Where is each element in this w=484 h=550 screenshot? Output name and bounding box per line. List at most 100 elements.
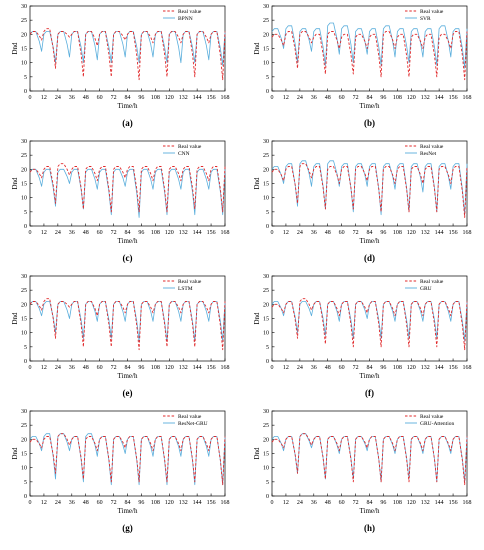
panel-label: (g) — [122, 523, 133, 533]
x-tick-label: 96 — [380, 230, 386, 236]
x-tick-label: 36 — [69, 230, 75, 236]
series-line-real-value — [29, 298, 226, 351]
x-tick-label: 24 — [55, 500, 61, 506]
x-tick-label: 132 — [179, 230, 188, 236]
x-tick-label: 132 — [179, 365, 188, 371]
x-tick-label: 72 — [111, 95, 117, 101]
x-tick-label: 96 — [138, 365, 144, 371]
x-tick-label: 48 — [325, 365, 331, 371]
legend-label: Real value — [420, 279, 444, 285]
y-tick-label: 30 — [21, 274, 27, 280]
x-tick-label: 132 — [179, 500, 188, 506]
chart-panel-c: 0 5 10 15 20 25 30 0 12 24 36 48 60 72 84 96 108 120 132 14… — [11, 139, 230, 263]
y-tick-label: 10 — [21, 466, 27, 472]
x-tick-label: 12 — [41, 500, 47, 506]
y-tick-label: 0 — [266, 359, 269, 365]
x-tick-label: 72 — [111, 500, 117, 506]
x-tick-label: 72 — [111, 230, 117, 236]
y-tick-label: 15 — [263, 47, 269, 53]
x-tick-label: 96 — [380, 95, 386, 101]
x-tick-label: 120 — [407, 230, 416, 236]
y-tick-label: 25 — [21, 153, 27, 159]
x-axis-label: Time/h — [360, 237, 380, 245]
x-tick-label: 156 — [449, 95, 458, 101]
x-tick-label: 156 — [207, 95, 216, 101]
x-tick-label: 0 — [271, 500, 274, 506]
x-tick-label: 84 — [367, 365, 373, 371]
legend-label: BPNN — [178, 16, 193, 22]
x-tick-label: 132 — [179, 95, 188, 101]
x-tick-label: 168 — [221, 95, 230, 101]
x-tick-label: 24 — [297, 500, 303, 506]
x-tick-label: 120 — [165, 500, 174, 506]
x-tick-label: 144 — [193, 365, 202, 371]
x-axis-label: Time/h — [118, 102, 138, 110]
legend-label: Real value — [178, 414, 202, 420]
x-tick-label: 36 — [69, 365, 75, 371]
plot-frame — [29, 275, 226, 362]
y-tick-label: 0 — [24, 494, 27, 500]
chart-panel-a: 0 5 10 15 20 25 30 0 12 24 36 48 60 72 84 96 108 120 132 14… — [11, 4, 230, 128]
y-tick-label: 0 — [266, 224, 269, 230]
legend-label: ResNet-GRU — [178, 421, 208, 427]
x-tick-label: 144 — [435, 500, 444, 506]
x-tick-label: 96 — [138, 95, 144, 101]
y-axis-label: Dnd — [253, 447, 261, 460]
y-axis-label: Dnd — [11, 177, 19, 190]
series-line-prediction — [271, 301, 468, 342]
x-tick-label: 72 — [111, 365, 117, 371]
x-tick-label: 0 — [271, 230, 274, 236]
x-tick-label: 108 — [151, 95, 160, 101]
y-tick-label: 0 — [24, 224, 27, 230]
chart-panel-f: 0 5 10 15 20 25 30 0 12 24 36 48 60 72 84 96 108 120 132 14… — [253, 274, 472, 398]
x-tick-label: 168 — [463, 500, 472, 506]
y-tick-label: 5 — [24, 345, 27, 351]
panel-label: (a) — [122, 118, 133, 128]
y-tick-label: 20 — [21, 437, 27, 443]
x-tick-label: 156 — [207, 230, 216, 236]
x-tick-label: 144 — [193, 230, 202, 236]
x-axis-label: Time/h — [118, 237, 138, 245]
x-tick-label: 24 — [55, 95, 61, 101]
x-tick-label: 132 — [421, 500, 430, 506]
legend-label: GRU — [420, 286, 432, 292]
y-tick-label: 20 — [263, 437, 269, 443]
x-tick-label: 12 — [283, 365, 289, 371]
x-tick-label: 120 — [165, 230, 174, 236]
y-tick-label: 30 — [21, 4, 27, 10]
x-tick-label: 144 — [435, 230, 444, 236]
legend-label: Real value — [178, 9, 202, 15]
x-axis-label: Time/h — [360, 372, 380, 380]
legend-label: Real value — [420, 414, 444, 420]
x-tick-label: 48 — [325, 500, 331, 506]
y-tick-label: 30 — [263, 4, 269, 10]
y-tick-label: 0 — [24, 89, 27, 95]
y-tick-label: 20 — [263, 32, 269, 38]
y-tick-label: 20 — [21, 302, 27, 308]
x-tick-label: 84 — [125, 500, 131, 506]
x-tick-label: 96 — [380, 500, 386, 506]
x-tick-label: 168 — [221, 500, 230, 506]
series-line-prediction — [29, 168, 226, 218]
legend-label: Real value — [178, 279, 202, 285]
legend-label: Real value — [420, 9, 444, 15]
x-tick-label: 84 — [125, 365, 131, 371]
x-tick-label: 60 — [97, 365, 103, 371]
y-tick-label: 15 — [263, 182, 269, 188]
series-line-real-value — [29, 163, 226, 213]
x-axis-label: Time/h — [360, 507, 380, 515]
y-tick-label: 20 — [263, 302, 269, 308]
y-tick-label: 20 — [21, 167, 27, 173]
y-axis-label: Dnd — [11, 42, 19, 55]
series-line-prediction — [271, 22, 468, 69]
y-tick-label: 5 — [24, 210, 27, 216]
x-tick-label: 48 — [83, 500, 89, 506]
plot-frame — [271, 140, 468, 227]
x-tick-label: 48 — [325, 95, 331, 101]
x-tick-label: 84 — [367, 95, 373, 101]
y-tick-label: 25 — [263, 423, 269, 429]
plot-frame — [29, 140, 226, 227]
legend-label: LSTM — [178, 286, 193, 292]
x-tick-label: 144 — [435, 365, 444, 371]
chart-panel-h: 0 5 10 15 20 25 30 0 12 24 36 48 60 72 84 96 108 120 132 14… — [253, 409, 472, 533]
